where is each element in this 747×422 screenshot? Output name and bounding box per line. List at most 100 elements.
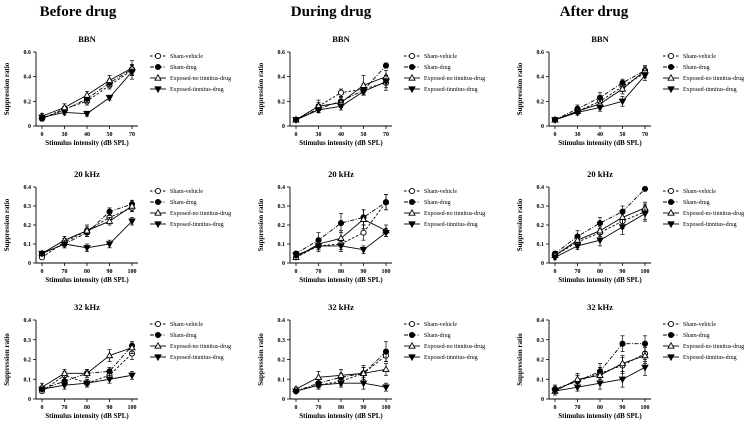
y-tick-label: 0.4 [278,185,286,191]
series-exposed-no-tinnitus-drug [551,201,649,259]
x-tick-label: 50 [107,132,113,138]
data-point [382,365,390,373]
x-tick-label: 90 [107,269,113,275]
x-tick-label: 30 [575,132,581,138]
y-tick-label: 0 [541,397,544,403]
x-tick-label: 40 [84,132,90,138]
data-point [83,226,91,234]
y-tick-label: 0 [541,124,544,130]
legend-label: Sham-drug [170,65,197,71]
y-tick-label: 0.4 [24,318,32,324]
legend-label: Exposed-tinnitus-drug [170,222,224,228]
legend-marker [154,198,162,206]
legend-marker [408,63,416,71]
x-tick-label: 0 [295,269,298,275]
x-tick-label: 80 [84,405,90,411]
y-tick-label: 0.1 [537,377,545,383]
y-axis-label: Suppression ratio [516,62,524,115]
y-tick-label: 0 [28,397,31,403]
legend-label: Sham-drug [683,200,710,206]
x-tick-label: 70 [316,405,322,411]
legend-marker [408,208,416,216]
series-sham-drug [551,66,649,123]
data-point [106,208,113,215]
legend-label: Exposed-tinnitus-drug [683,222,737,228]
legend-label: Exposed-tinnitus-drug [424,355,478,361]
legend-marker [408,52,416,60]
data-point [618,98,627,106]
y-tick-label: 0.3 [24,338,32,344]
legend-marker [408,320,416,328]
x-tick-label: 70 [316,269,322,275]
data-point [551,388,559,396]
y-axis-label: Suppression ratio [257,333,265,386]
data-point [359,247,368,254]
data-point [314,243,323,251]
data-point [105,241,114,249]
x-tick-label: 0 [41,269,44,275]
y-tick-label: 0.2 [537,99,545,105]
y-tick-label: 0 [282,124,285,130]
x-tick-label: 90 [620,405,626,411]
panel-title: 32 kHz [587,302,613,312]
x-tick-label: 90 [361,269,367,275]
y-tick-label: 0.4 [24,75,32,81]
legend-marker [408,73,416,81]
x-tick-label: 100 [382,269,391,275]
data-point [292,117,300,124]
series-exposed-tinnitus-drug [551,205,649,262]
legend-marker [667,208,675,216]
x-tick-label: 80 [338,405,344,411]
x-tick-label: 30 [62,132,68,138]
panel-title: 32 kHz [74,302,100,312]
x-axis-label: Stimulus intensity (dB SPL) [299,139,383,147]
data-point [337,220,345,227]
legend-marker [154,63,162,71]
data-point [128,69,136,76]
panel-title: 32 kHz [328,302,354,312]
y-axis-label: Suppression ratio [516,198,524,251]
x-tick-label: 70 [62,405,68,411]
y-tick-label: 0 [282,397,285,403]
legend-label: Sham-vehicle [170,54,203,60]
legend-marker [667,341,675,349]
x-tick-label: 100 [641,269,650,275]
x-tick-label: 80 [84,269,90,275]
data-point [337,243,345,251]
legend-label: Exposed-no tinnitus-drug [424,211,485,217]
data-point [337,103,345,111]
legend-marker [154,86,162,94]
data-point [337,234,345,241]
data-point [106,368,113,375]
column-title-before-drug: Before drug [40,4,117,20]
legend-label: Sham-vehicle [683,322,716,328]
legend-label: Sham-drug [170,333,197,339]
data-point [105,217,114,224]
y-axis-label: Suppression ratio [257,198,265,251]
series-exposed-tinnitus-drug [551,359,649,396]
legend-label: Sham-drug [424,333,451,339]
series-line [554,211,646,256]
legend-label: Sham-drug [683,333,710,339]
x-tick-label: 0 [295,132,298,138]
legend-label: Sham-drug [424,200,451,206]
legend-marker [154,341,162,349]
series-exposed-tinnitus-drug [38,371,136,394]
legend-label: Exposed-tinnitus-drug [424,87,478,93]
x-axis-label: Stimulus intensity (dB SPL) [558,412,642,420]
x-tick-label: 0 [554,269,557,275]
data-point [359,369,368,376]
series-exposed-no-tinnitus-drug [38,60,136,119]
data-point [292,388,300,396]
y-tick-label: 0.2 [24,99,32,105]
legend-marker [408,354,416,362]
x-tick-label: 80 [597,405,603,411]
data-point [618,84,627,92]
y-tick-label: 0.1 [278,242,286,248]
legend-marker [667,221,675,229]
data-point [359,380,368,388]
x-tick-label: 0 [554,405,557,411]
y-tick-label: 0.4 [24,185,32,191]
